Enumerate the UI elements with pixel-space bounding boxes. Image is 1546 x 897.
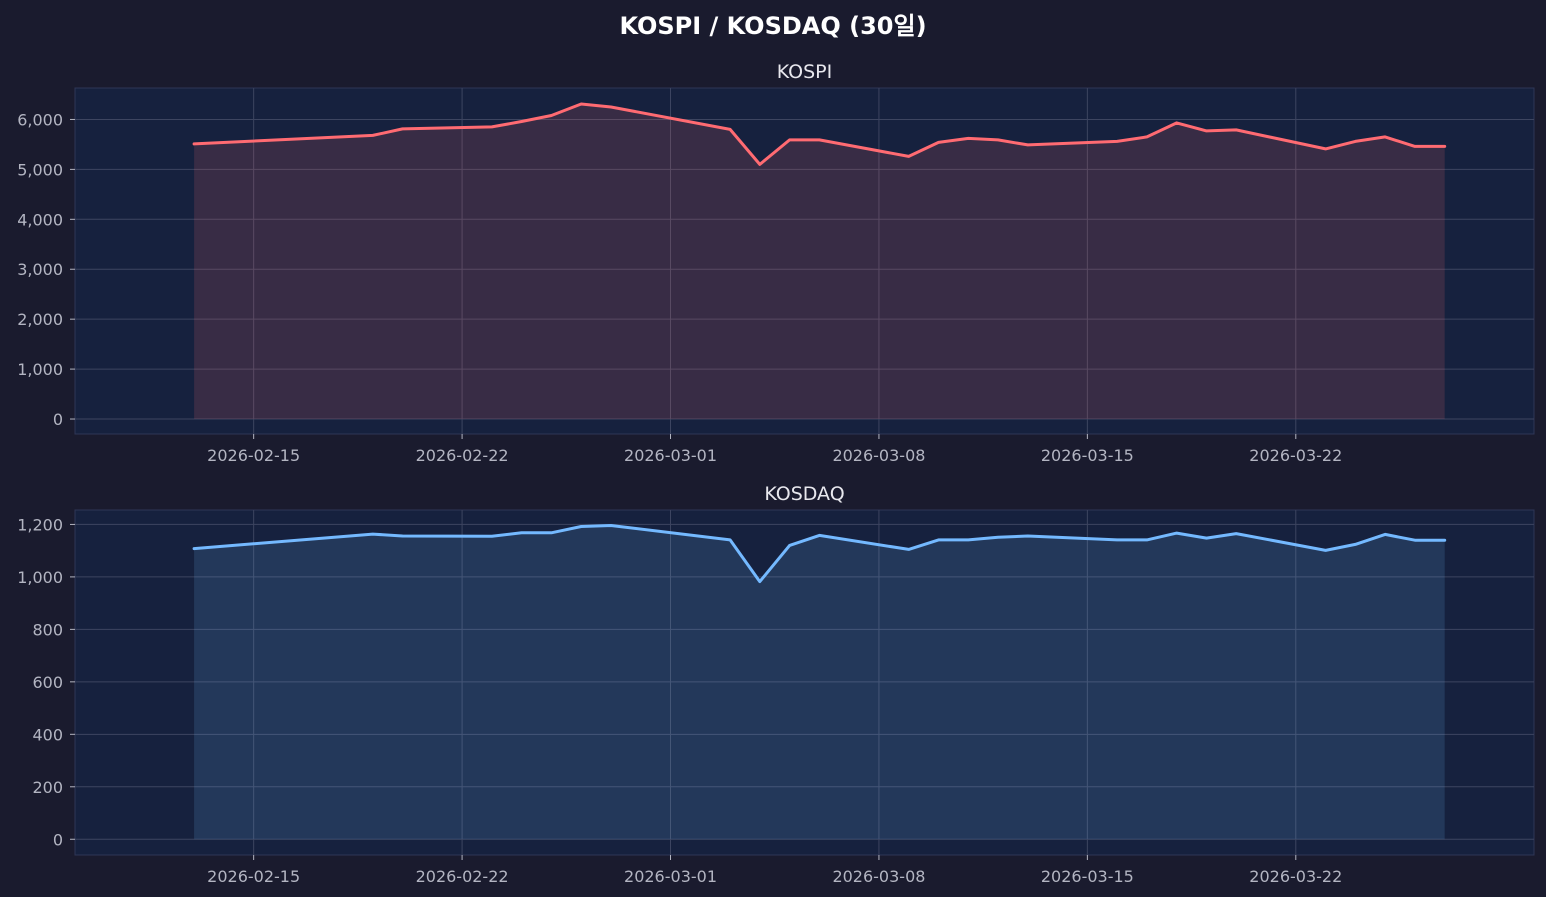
kosdaq-x-tick-label: 2026-03-08 [832, 867, 925, 886]
kosdaq-data-point-19 [1174, 531, 1179, 536]
kospi-data-point-0 [192, 141, 197, 146]
kosdaq-y-tick-label: 0 [53, 830, 63, 849]
kospi-data-point-4 [519, 119, 524, 124]
kosdaq-data-point-10 [787, 543, 792, 548]
kosdaq-data-point-15 [996, 535, 1001, 540]
kospi-x-tick-label: 2026-03-01 [624, 446, 717, 465]
kosdaq-data-point-11 [817, 533, 822, 538]
kosdaq-data-point-14 [966, 537, 971, 542]
kosdaq-data-point-6 [579, 524, 584, 529]
kospi-data-point-25 [1412, 144, 1417, 149]
figure-title: KOSPI / KOSDAQ (30일) [619, 12, 926, 40]
kosdaq-x-tick-label: 2026-02-22 [416, 867, 509, 886]
kosdaq-x-tick-label: 2026-03-22 [1249, 867, 1342, 886]
kosdaq-y-tick-label: 600 [32, 673, 63, 692]
kospi-data-point-21 [1234, 127, 1239, 132]
kospi-data-point-6 [579, 102, 584, 107]
kosdaq-data-point-20 [1204, 536, 1209, 541]
kosdaq-y-tick-label: 200 [32, 778, 63, 797]
kospi-plot-area [74, 87, 1535, 435]
kosdaq-data-point-13 [936, 537, 941, 542]
kospi-data-point-24 [1383, 134, 1388, 139]
kospi-data-point-23 [1353, 139, 1358, 144]
kospi-x-tick-label: 2026-03-08 [832, 446, 925, 465]
kospi-data-point-22 [1323, 146, 1328, 151]
kospi-data-point-17 [1115, 139, 1120, 144]
kosdaq-data-point-9 [757, 579, 762, 584]
kospi-data-point-13 [936, 140, 941, 145]
kospi-data-point-19 [1174, 120, 1179, 125]
kospi-data-point-12 [906, 154, 911, 159]
kosdaq-series-line [192, 524, 1447, 584]
kospi-series-line [192, 102, 1447, 166]
kospi-x-tick-label: 2026-02-15 [207, 446, 300, 465]
kosdaq-area-fill [194, 525, 1445, 840]
kosdaq-data-point-17 [1115, 537, 1120, 542]
kospi-data-point-2 [400, 126, 405, 131]
kospi-y-tick-label: 3,000 [17, 260, 63, 279]
kosdaq-data-point-21 [1234, 531, 1239, 536]
kosdaq-y-tick-label: 1,000 [17, 568, 63, 587]
kosdaq-plot-area [74, 509, 1535, 856]
kospi-data-point-9 [757, 162, 762, 167]
kosdaq-data-point-5 [549, 530, 554, 535]
kosdaq-data-point-26 [1442, 538, 1447, 543]
kosdaq-chart-title: KOSDAQ [764, 483, 844, 505]
kospi-y-tick-label: 2,000 [17, 310, 63, 329]
kosdaq-x-tick-label: 2026-02-15 [207, 867, 300, 886]
kospi-y-tick-label: 6,000 [17, 110, 63, 129]
kosdaq-data-point-0 [192, 546, 197, 551]
kospi-y-tick-label: 1,000 [17, 360, 63, 379]
kospi-data-point-15 [996, 137, 1001, 142]
kosdaq-data-point-23 [1353, 542, 1358, 547]
kospi-area-fill [194, 104, 1445, 420]
kospi-y-tick-label: 5,000 [17, 160, 63, 179]
kosdaq-x-tick-label: 2026-03-01 [624, 867, 717, 886]
kospi-x-tick-label: 2026-03-15 [1041, 446, 1134, 465]
kosdaq-x-tick-label: 2026-03-15 [1041, 867, 1134, 886]
kospi-data-point-14 [966, 136, 971, 141]
kospi-data-point-11 [817, 137, 822, 142]
kospi-data-point-26 [1442, 144, 1447, 149]
kospi-panel: 0 1,000 2,000 3,000 4,000 5,000 6,000 2026-02-1… [17, 61, 1535, 465]
kosdaq-y-tick-label: 800 [32, 620, 63, 639]
kosdaq-data-point-7 [609, 523, 614, 528]
kosdaq-data-point-2 [400, 534, 405, 539]
kospi-chart-title: KOSPI [777, 61, 833, 83]
kosdaq-data-point-22 [1323, 548, 1328, 553]
kosdaq-y-tick-label: 1,200 [17, 515, 63, 534]
kosdaq-data-point-12 [906, 547, 911, 552]
kospi-data-point-3 [489, 124, 494, 129]
kosdaq-data-point-25 [1412, 538, 1417, 543]
kosdaq-panel: 0 200 400 600 800 1,000 1,200 2026-02-15 2026-02… [17, 483, 1535, 886]
kospi-data-point-20 [1204, 128, 1209, 133]
kosdaq-data-point-8 [728, 537, 733, 542]
kospi-data-point-16 [1025, 142, 1030, 147]
kospi-data-point-5 [549, 113, 554, 118]
kosdaq-data-point-3 [489, 534, 494, 539]
kospi-x-tick-label: 2026-03-22 [1249, 446, 1342, 465]
kospi-data-point-8 [728, 127, 733, 132]
kosdaq-data-point-1 [370, 532, 375, 537]
kosdaq-y-tick-label: 400 [32, 725, 63, 744]
kosdaq-data-point-16 [1025, 534, 1030, 539]
kospi-data-point-10 [787, 137, 792, 142]
kosdaq-data-point-24 [1383, 532, 1388, 537]
kospi-data-point-1 [370, 133, 375, 138]
kospi-y-tick-label: 4,000 [17, 210, 63, 229]
kospi-data-point-18 [1144, 134, 1149, 139]
kosdaq-data-point-18 [1144, 537, 1149, 542]
kospi-y-tick-label: 0 [53, 410, 63, 429]
kospi-data-point-7 [609, 105, 614, 110]
kosdaq-data-point-4 [519, 530, 524, 535]
kospi-x-tick-label: 2026-02-22 [416, 446, 509, 465]
